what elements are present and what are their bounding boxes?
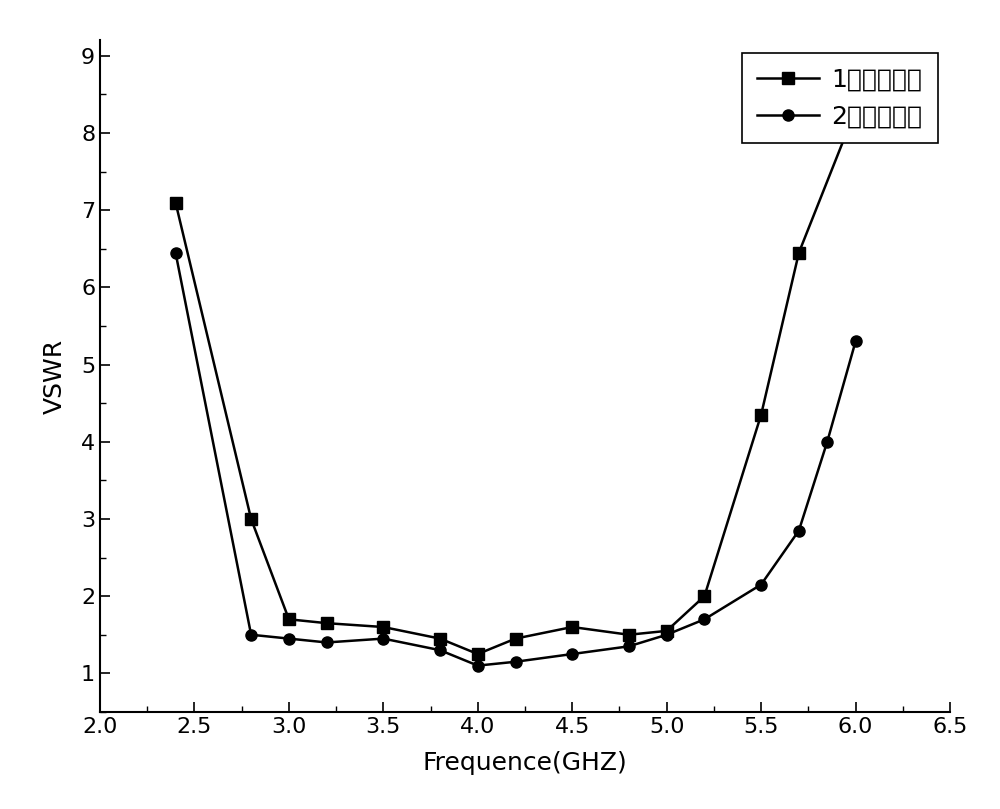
1端口驻波比 [377, 622, 389, 632]
2端口驻波比 [821, 437, 833, 447]
Legend: 1端口驻波比, 2端口驻波比: 1端口驻波比, 2端口驻波比 [742, 53, 938, 143]
2端口驻波比 [698, 615, 710, 625]
1端口驻波比 [245, 514, 257, 523]
2端口驻波比 [850, 337, 862, 346]
2端口驻波比 [245, 630, 257, 640]
1端口驻波比 [755, 410, 767, 420]
1端口驻波比 [510, 633, 522, 643]
1端口驻波比 [566, 622, 578, 632]
1端口驻波比 [661, 626, 673, 636]
2端口驻波比 [755, 580, 767, 590]
2端口驻波比 [434, 646, 446, 655]
2端口驻波比 [661, 630, 673, 640]
1端口驻波比 [170, 197, 182, 207]
2端口驻波比 [377, 633, 389, 643]
Line: 1端口驻波比: 1端口驻波比 [170, 104, 861, 659]
1端口驻波比 [321, 618, 333, 628]
2端口驻波比 [623, 642, 635, 651]
2端口驻波比 [510, 657, 522, 667]
1端口驻波比 [472, 649, 484, 659]
2端口驻波比 [472, 661, 484, 671]
Y-axis label: VSWR: VSWR [43, 339, 67, 413]
2端口驻波比 [321, 637, 333, 647]
Line: 2端口驻波比: 2端口驻波比 [170, 247, 861, 671]
2端口驻波比 [283, 633, 295, 643]
2端口驻波比 [566, 649, 578, 659]
X-axis label: Frequence(GHZ): Frequence(GHZ) [423, 751, 627, 775]
1端口驻波比 [698, 591, 710, 601]
1端口驻波比 [793, 248, 805, 257]
1端口驻波比 [623, 630, 635, 640]
1端口驻波比 [434, 633, 446, 643]
2端口驻波比 [170, 248, 182, 257]
1端口驻波比 [850, 105, 862, 115]
1端口驻波比 [283, 615, 295, 625]
2端口驻波比 [793, 526, 805, 536]
